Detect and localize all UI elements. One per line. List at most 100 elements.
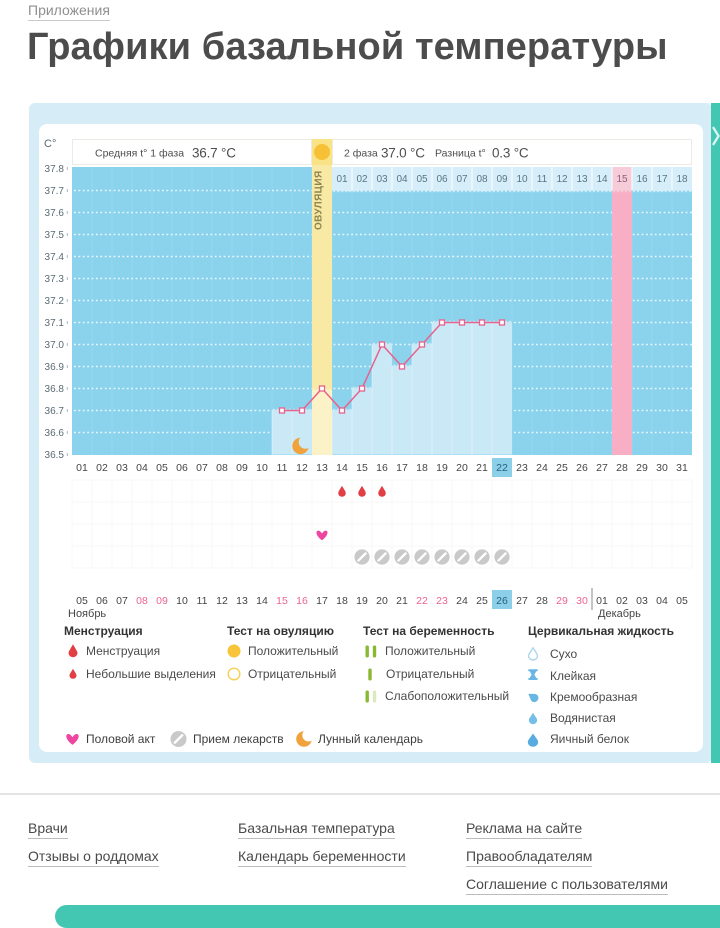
- svg-text:07: 07: [116, 595, 128, 607]
- svg-text:05: 05: [156, 462, 168, 474]
- svg-text:17: 17: [396, 462, 408, 474]
- svg-text:22: 22: [496, 462, 508, 474]
- svg-text:01: 01: [596, 595, 608, 607]
- svg-text:Тест на овуляцию: Тест на овуляцию: [227, 624, 334, 638]
- svg-text:14: 14: [256, 595, 268, 607]
- svg-text:11: 11: [277, 462, 288, 474]
- svg-text:02: 02: [616, 595, 628, 607]
- svg-text:05: 05: [76, 595, 88, 607]
- svg-text:Отрицательный: Отрицательный: [248, 667, 336, 681]
- svg-text:Тест на беременность: Тест на беременность: [363, 624, 494, 638]
- svg-text:37.3: 37.3: [45, 274, 65, 285]
- svg-text:02: 02: [356, 174, 368, 185]
- svg-text:04: 04: [656, 595, 668, 607]
- svg-text:03: 03: [636, 595, 648, 607]
- svg-text:15: 15: [616, 174, 628, 185]
- svg-text:01: 01: [336, 174, 348, 185]
- svg-text:Положительный: Положительный: [385, 644, 475, 658]
- svg-text:Сухо: Сухо: [550, 647, 578, 661]
- svg-text:37.6: 37.6: [45, 208, 65, 219]
- svg-text:37.2: 37.2: [45, 296, 65, 307]
- svg-text:05: 05: [676, 595, 688, 607]
- svg-text:12: 12: [296, 462, 308, 474]
- svg-text:36.8: 36.8: [45, 384, 65, 395]
- svg-text:14: 14: [596, 174, 608, 185]
- svg-text:Разница t°: Разница t°: [435, 148, 486, 160]
- svg-text:02: 02: [96, 462, 108, 474]
- svg-text:30: 30: [576, 595, 588, 607]
- svg-text:03: 03: [116, 462, 128, 474]
- svg-text:10: 10: [256, 462, 268, 474]
- svg-text:28: 28: [616, 462, 628, 474]
- svg-text:09: 09: [496, 174, 508, 185]
- svg-text:18: 18: [336, 595, 348, 607]
- svg-text:17: 17: [656, 174, 668, 185]
- svg-text:16: 16: [296, 595, 308, 607]
- svg-text:Лунный календарь: Лунный календарь: [318, 732, 423, 746]
- svg-text:Яичный белок: Яичный белок: [550, 732, 630, 746]
- svg-text:09: 09: [236, 462, 248, 474]
- svg-text:13: 13: [576, 174, 588, 185]
- svg-text:29: 29: [556, 595, 568, 607]
- svg-text:08: 08: [136, 595, 148, 607]
- svg-text:01: 01: [76, 462, 88, 474]
- svg-text:31: 31: [676, 462, 688, 474]
- svg-text:18: 18: [676, 174, 688, 185]
- svg-text:16: 16: [636, 174, 648, 185]
- svg-text:Прием лекарств: Прием лекарств: [193, 732, 284, 746]
- svg-text:05: 05: [416, 174, 428, 185]
- svg-text:36.9: 36.9: [45, 362, 65, 373]
- svg-text:21: 21: [476, 462, 488, 474]
- svg-text:06: 06: [96, 595, 108, 607]
- svg-text:Цервикальная жидкость: Цервикальная жидкость: [528, 624, 674, 638]
- svg-text:Менструация: Менструация: [86, 644, 160, 658]
- svg-text:09: 09: [156, 595, 168, 607]
- svg-text:37.8: 37.8: [45, 164, 65, 175]
- svg-text:21: 21: [396, 595, 408, 607]
- svg-text:19: 19: [436, 462, 448, 474]
- svg-text:Отрицательный: Отрицательный: [386, 667, 474, 681]
- svg-text:2 фаза: 2 фаза: [344, 148, 378, 160]
- svg-text:Ноябрь: Ноябрь: [68, 608, 106, 620]
- svg-text:Положительный: Положительный: [248, 644, 338, 658]
- svg-text:14: 14: [336, 462, 348, 474]
- svg-text:15: 15: [276, 595, 288, 607]
- svg-text:36.7: 36.7: [45, 406, 65, 417]
- svg-text:29: 29: [636, 462, 648, 474]
- svg-text:22: 22: [416, 595, 428, 607]
- svg-text:Клейкая: Клейкая: [550, 669, 596, 683]
- svg-text:37.5: 37.5: [45, 230, 65, 241]
- svg-text:06: 06: [436, 174, 448, 185]
- svg-text:13: 13: [236, 595, 248, 607]
- svg-text:16: 16: [376, 462, 388, 474]
- svg-text:12: 12: [216, 595, 228, 607]
- svg-text:11: 11: [197, 595, 208, 607]
- svg-text:24: 24: [536, 462, 548, 474]
- svg-text:37.0 °C: 37.0 °C: [381, 146, 425, 161]
- svg-text:19: 19: [356, 595, 368, 607]
- svg-text:26: 26: [496, 595, 508, 607]
- svg-text:03: 03: [376, 174, 388, 185]
- svg-text:0.3 °C: 0.3 °C: [492, 146, 529, 161]
- svg-text:06: 06: [176, 462, 188, 474]
- svg-text:36.5: 36.5: [45, 450, 65, 461]
- svg-text:37.1: 37.1: [45, 318, 65, 329]
- svg-text:37.0: 37.0: [45, 340, 65, 351]
- svg-text:11: 11: [537, 174, 548, 185]
- svg-text:С°: С°: [44, 138, 56, 150]
- svg-text:Средняя t° 1 фаза: Средняя t° 1 фаза: [95, 148, 184, 160]
- svg-text:Половой акт: Половой акт: [86, 732, 156, 746]
- svg-text:20: 20: [376, 595, 388, 607]
- svg-text:15: 15: [356, 462, 368, 474]
- svg-text:Небольшие выделения: Небольшие выделения: [86, 667, 216, 681]
- svg-text:04: 04: [136, 462, 148, 474]
- svg-text:ОВУЛЯЦИЯ: ОВУЛЯЦИЯ: [314, 170, 325, 230]
- svg-text:Менструация: Менструация: [64, 624, 143, 638]
- svg-text:10: 10: [516, 174, 528, 185]
- svg-text:37.7: 37.7: [45, 186, 65, 197]
- svg-text:26: 26: [576, 462, 588, 474]
- svg-text:27: 27: [596, 462, 608, 474]
- svg-text:04: 04: [396, 174, 408, 185]
- svg-text:07: 07: [456, 174, 468, 185]
- svg-text:37.4: 37.4: [45, 252, 65, 263]
